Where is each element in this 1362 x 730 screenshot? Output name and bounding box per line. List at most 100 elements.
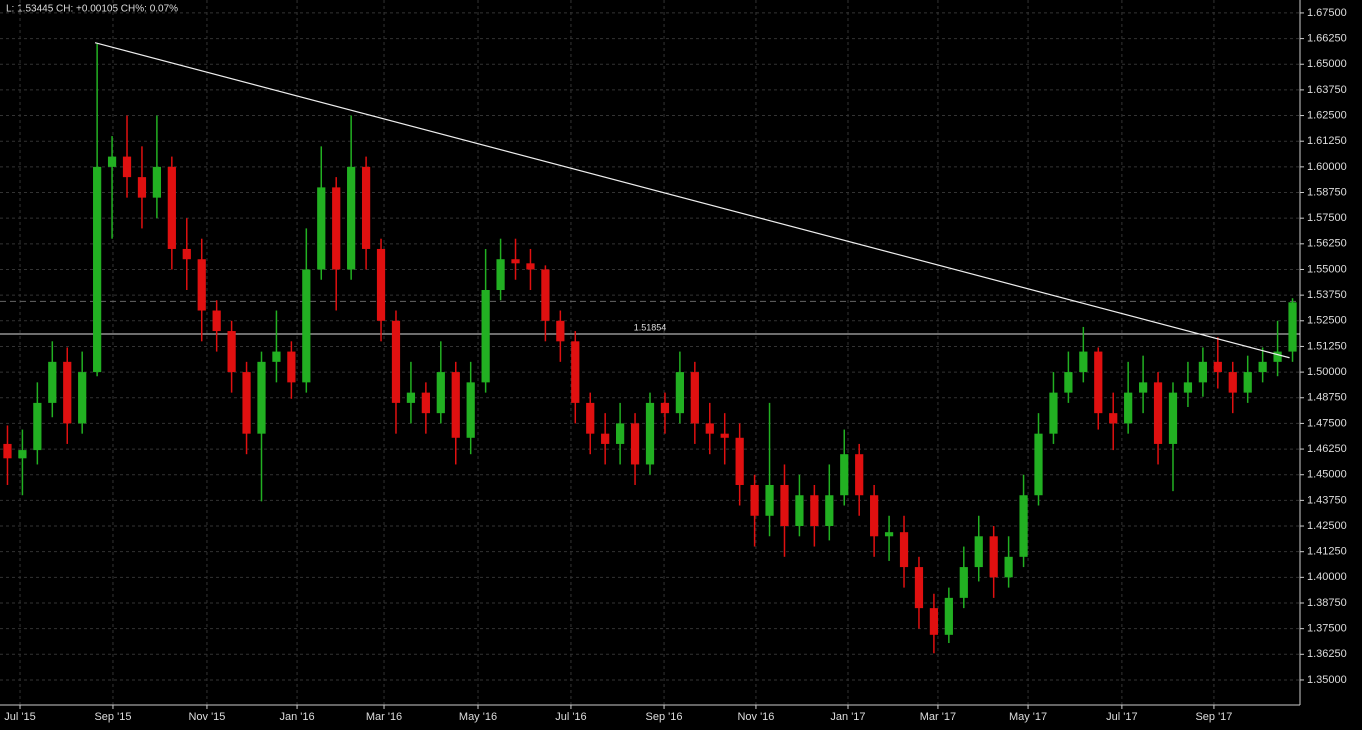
candle-body xyxy=(451,372,460,438)
candle-body xyxy=(107,156,117,167)
candle-body xyxy=(630,423,640,465)
candle-body xyxy=(541,269,550,321)
candle-body xyxy=(720,433,729,438)
y-tick-label: 1.58750 xyxy=(1307,186,1347,198)
candle-body xyxy=(122,156,132,178)
candle-body xyxy=(601,433,610,444)
y-tick-label: 1.40000 xyxy=(1307,571,1347,583)
candle-body xyxy=(347,166,356,270)
candle-body xyxy=(780,484,789,527)
candle-body xyxy=(1109,413,1118,424)
x-tick-label: Nov '16 xyxy=(737,711,774,723)
x-tick-label: Sep '15 xyxy=(94,711,131,723)
horizontal-line-label: 1.51854 xyxy=(634,322,667,332)
candle-body xyxy=(616,423,625,444)
candle-body xyxy=(197,259,206,311)
y-tick-label: 1.38750 xyxy=(1307,597,1347,609)
x-tick-label: Mar '17 xyxy=(920,711,956,723)
candle-body xyxy=(1034,433,1043,496)
candle-body xyxy=(855,454,864,496)
y-tick-label: 1.62500 xyxy=(1307,109,1347,121)
candle-body xyxy=(1004,556,1013,578)
candle-body xyxy=(317,187,326,270)
candle-body xyxy=(1288,302,1297,352)
x-tick-label: Sep '17 xyxy=(1195,711,1232,723)
candle-body xyxy=(257,361,266,434)
candle-body xyxy=(750,484,759,516)
candle-body xyxy=(735,437,744,485)
y-tick-label: 1.50000 xyxy=(1307,366,1347,378)
candle-body xyxy=(78,372,87,424)
candle-body xyxy=(48,361,57,403)
candle-body xyxy=(526,263,535,270)
candle-body xyxy=(376,248,386,321)
x-tick-label: Jul '15 xyxy=(4,711,35,723)
candle-body xyxy=(586,402,595,434)
candle-body xyxy=(63,361,72,424)
y-tick-label: 1.60000 xyxy=(1307,161,1347,173)
candle-body xyxy=(884,532,894,537)
candle-body xyxy=(227,331,236,373)
y-tick-label: 1.65000 xyxy=(1307,58,1347,70)
candle-body xyxy=(899,532,909,568)
candle-body xyxy=(466,382,475,438)
candle-body xyxy=(436,372,445,414)
y-tick-label: 1.67500 xyxy=(1307,7,1347,19)
candle-body xyxy=(914,567,924,609)
y-tick-label: 1.57500 xyxy=(1307,212,1347,224)
candle-body xyxy=(391,320,401,403)
candle-body xyxy=(556,320,565,342)
y-tick-label: 1.47500 xyxy=(1307,417,1347,429)
y-tick-label: 1.52500 xyxy=(1307,315,1347,327)
x-tick-label: Sep '16 xyxy=(646,711,683,723)
candle-body xyxy=(361,166,371,249)
candle-body xyxy=(1228,372,1237,393)
candle-body xyxy=(1124,392,1133,424)
candle-body xyxy=(675,372,684,414)
y-tick-label: 1.61250 xyxy=(1307,135,1347,147)
candle-body xyxy=(137,177,147,198)
x-tick-label: Jul '16 xyxy=(555,711,586,723)
y-tick-label: 1.43750 xyxy=(1307,494,1347,506)
candle-body xyxy=(795,495,804,527)
candle-body xyxy=(959,567,968,598)
candle-body xyxy=(944,597,953,635)
y-tick-label: 1.66250 xyxy=(1307,32,1347,44)
y-tick-label: 1.53750 xyxy=(1307,289,1347,301)
candle-body xyxy=(287,351,296,383)
candle-body xyxy=(1258,361,1267,373)
candle-body xyxy=(481,290,490,383)
y-tick-label: 1.37500 xyxy=(1307,623,1347,635)
candle-body xyxy=(302,269,311,383)
candle-body xyxy=(1153,382,1163,444)
candle-body xyxy=(182,248,191,260)
candle-body xyxy=(765,484,774,516)
candle-body xyxy=(33,402,42,451)
candle-body xyxy=(810,495,819,527)
candle-body xyxy=(929,608,939,635)
candle-body xyxy=(3,443,12,459)
x-tick-label: Jul '17 xyxy=(1106,711,1137,723)
candle-body xyxy=(242,372,251,434)
x-tick-label: Jan '17 xyxy=(830,711,865,723)
candle-body xyxy=(825,495,834,527)
candle-body xyxy=(1019,495,1028,557)
y-tick-label: 1.42500 xyxy=(1307,520,1347,532)
trend-line xyxy=(94,42,1290,359)
candle-body xyxy=(1183,382,1193,393)
info-text: L: 1.53445 CH: +0.00105 CH%: 0.07% xyxy=(6,4,178,15)
candle-body xyxy=(1049,392,1058,434)
candle-body xyxy=(18,450,27,459)
y-tick-label: 1.56250 xyxy=(1307,238,1347,250)
y-tick-label: 1.36250 xyxy=(1307,648,1347,660)
candle-body xyxy=(974,536,983,568)
candle-body xyxy=(511,259,520,264)
y-tick-label: 1.35000 xyxy=(1307,674,1347,686)
y-tick-label: 1.41250 xyxy=(1307,546,1347,558)
candle-body xyxy=(870,495,879,537)
candle-body xyxy=(1273,351,1282,362)
x-tick-label: Jan '16 xyxy=(279,711,314,723)
candle-body xyxy=(989,536,998,578)
candle-body xyxy=(705,423,714,434)
